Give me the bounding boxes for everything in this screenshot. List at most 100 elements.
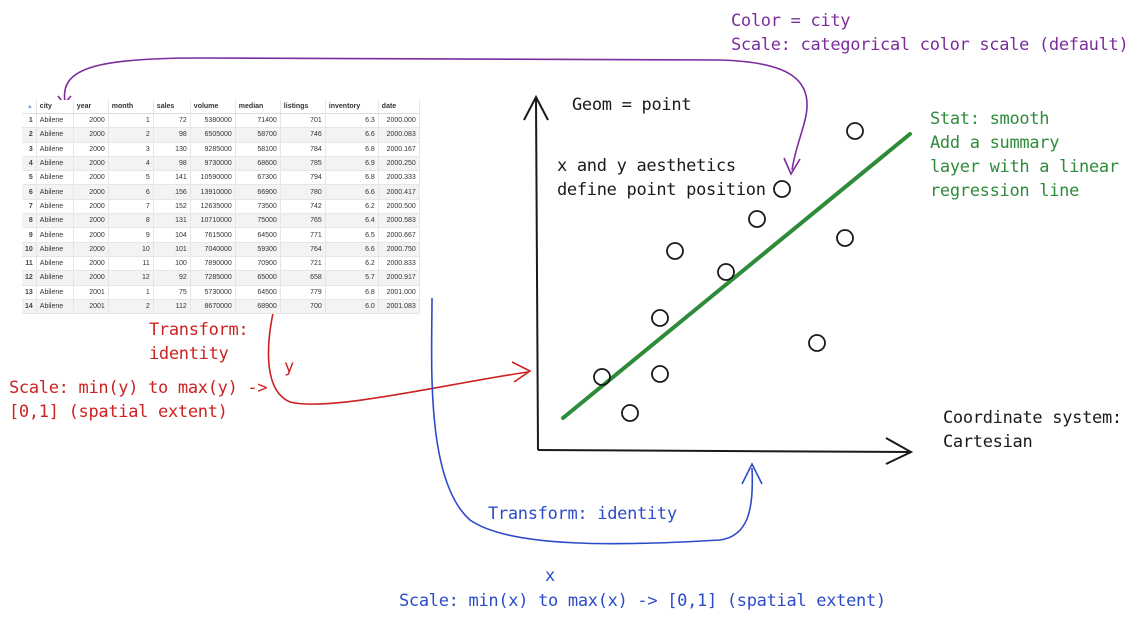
sort-indicator[interactable]: ▲ [22, 100, 37, 114]
table-cell: 65000 [235, 270, 281, 286]
row-number: 12 [22, 270, 37, 286]
table-cell: 2000.833 [378, 256, 420, 272]
table-cell: 98 [153, 127, 191, 143]
aesthetics-text-line2: define point position [557, 180, 766, 200]
table-cell: 2001 [73, 285, 109, 300]
table-cell: 2001 [73, 299, 109, 315]
table-cell: 2000 [73, 184, 109, 200]
stat-text-line1: Stat: smooth [930, 109, 1050, 129]
table-cell: 6.2 [325, 256, 379, 272]
table-cell: 784 [280, 142, 326, 157]
column-header[interactable]: listings [280, 100, 326, 114]
table-cell: 2000 [73, 227, 109, 243]
column-header[interactable]: city [36, 100, 74, 114]
table-cell: 92 [153, 270, 191, 286]
table-cell: 6.4 [325, 213, 379, 229]
table-header-row: ▲ city year month sales volume median li… [22, 100, 420, 114]
scale-y-annotation: Scale: min(y) to max(y) -> [0,1] (spatia… [9, 376, 268, 424]
table-cell: 746 [280, 127, 326, 143]
table-row: 1 Abilene 2000 1 72 5380000 71400 701 6.3 2000.00… [22, 113, 420, 129]
table-cell: 130 [153, 142, 191, 157]
color-annotation: Color = city Scale: categorical color sc… [731, 9, 1129, 57]
table-cell: 2000.917 [378, 270, 420, 286]
table-row: 8 Abilene 2000 8 131 10710000 75000 765 6.4 2000.… [22, 213, 420, 229]
table-cell: 5 [108, 170, 154, 186]
table-cell: 141 [153, 170, 191, 186]
data-point [748, 210, 766, 228]
table-cell: Abilene [36, 184, 74, 200]
table-cell: 72 [153, 113, 191, 129]
table-cell: 2000 [73, 256, 109, 272]
column-header[interactable]: median [235, 100, 281, 114]
data-point [651, 309, 669, 327]
scale-y-text-line2: [0,1] (spatial extent) [9, 402, 228, 422]
table-cell: 13910000 [190, 184, 236, 200]
table-cell: 2000 [73, 127, 109, 143]
column-header[interactable]: year [73, 100, 109, 114]
column-header[interactable]: sales [153, 100, 191, 114]
transform-x-annotation: Transform: identity [488, 504, 677, 524]
table-cell: 9 [108, 227, 154, 243]
row-number: 6 [22, 184, 37, 200]
table-cell: 5380000 [190, 113, 236, 129]
table-cell: 104 [153, 227, 191, 243]
coordinate-text-line2: Cartesian [943, 432, 1033, 452]
table-cell: 2000.250 [378, 156, 420, 172]
table-cell: 59300 [235, 242, 281, 257]
row-number: 4 [22, 156, 37, 172]
color-mapping-text: Color = city [731, 11, 851, 31]
color-scale-text: Scale: categorical color scale (default) [731, 35, 1129, 55]
row-number: 11 [22, 256, 37, 272]
coordinate-annotation: Coordinate system: Cartesian [943, 406, 1122, 454]
table-cell: 2000 [73, 242, 109, 257]
table-cell: 4 [108, 156, 154, 172]
row-number: 9 [22, 227, 37, 243]
y-label: y [284, 357, 294, 377]
column-header[interactable]: inventory [325, 100, 379, 114]
column-header[interactable]: date [378, 100, 420, 114]
data-point [846, 122, 864, 140]
table-cell: 71400 [235, 113, 281, 129]
table-cell: Abilene [36, 213, 74, 229]
table-row: 10 Abilene 2000 10 101 7040000 59300 764 6.6 2000… [22, 242, 420, 257]
table-cell: 6.5 [325, 227, 379, 243]
table-row: 2 Abilene 2000 2 98 6505000 58700 746 6.6 2000.08… [22, 127, 420, 143]
table-cell: 12635000 [190, 199, 236, 215]
table-row: 6 Abilene 2000 6 156 13910000 66900 780 6.6 2000.… [22, 184, 420, 200]
table-cell: 2000 [73, 270, 109, 286]
table-cell: 2000.667 [378, 227, 420, 243]
geom-annotation: Geom = point [572, 95, 692, 115]
table-cell: Abilene [36, 199, 74, 215]
data-point [651, 365, 669, 383]
x-mapping-arrowhead [741, 462, 763, 485]
table-cell: 2000 [73, 199, 109, 215]
table-cell: 2000 [73, 213, 109, 229]
table-body: 1 Abilene 2000 1 72 5380000 71400 701 6.3 2000.00… [22, 113, 420, 315]
table-cell: Abilene [36, 256, 74, 272]
data-point [836, 229, 854, 247]
table-cell: 10710000 [190, 213, 236, 229]
coordinate-text-line1: Coordinate system: [943, 408, 1122, 428]
data-point [621, 404, 639, 422]
table-cell: 701 [280, 113, 326, 129]
table-cell: 771 [280, 227, 326, 243]
table-row: 3 Abilene 2000 3 130 9285000 58100 784 6.8 2000.1… [22, 142, 420, 157]
data-point [666, 242, 684, 260]
table-cell: 7890000 [190, 256, 236, 272]
table-cell: Abilene [36, 285, 74, 300]
aesthetics-annotation: x and y aesthetics define point position [557, 154, 766, 202]
table-cell: 6.6 [325, 242, 379, 257]
color-mapping-arrow [63, 57, 808, 171]
x-label: x [545, 566, 555, 586]
table-cell: 7615000 [190, 227, 236, 243]
table-cell: Abilene [36, 299, 74, 315]
column-header[interactable]: month [108, 100, 154, 114]
column-header[interactable]: volume [190, 100, 236, 114]
table-cell: 6.6 [325, 184, 379, 200]
row-number: 2 [22, 127, 37, 143]
table-cell: 131 [153, 213, 191, 229]
table-cell: 2 [108, 127, 154, 143]
table-row: 12 Abilene 2000 12 92 7285000 65000 658 5.7 2000.… [22, 270, 420, 286]
table-cell: Abilene [36, 270, 74, 286]
